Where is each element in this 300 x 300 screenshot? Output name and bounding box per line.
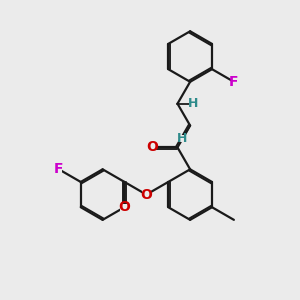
Text: H: H — [188, 97, 198, 110]
Text: H: H — [177, 132, 188, 145]
Text: O: O — [118, 200, 130, 214]
Text: O: O — [140, 188, 152, 202]
Bar — [231, 78, 237, 85]
Text: F: F — [229, 75, 239, 89]
Bar — [120, 203, 129, 211]
Bar — [56, 166, 62, 173]
Bar — [179, 135, 186, 142]
Text: O: O — [146, 140, 158, 154]
Bar — [189, 100, 196, 107]
Bar — [148, 144, 156, 151]
Bar — [142, 191, 151, 198]
Text: F: F — [54, 162, 64, 176]
